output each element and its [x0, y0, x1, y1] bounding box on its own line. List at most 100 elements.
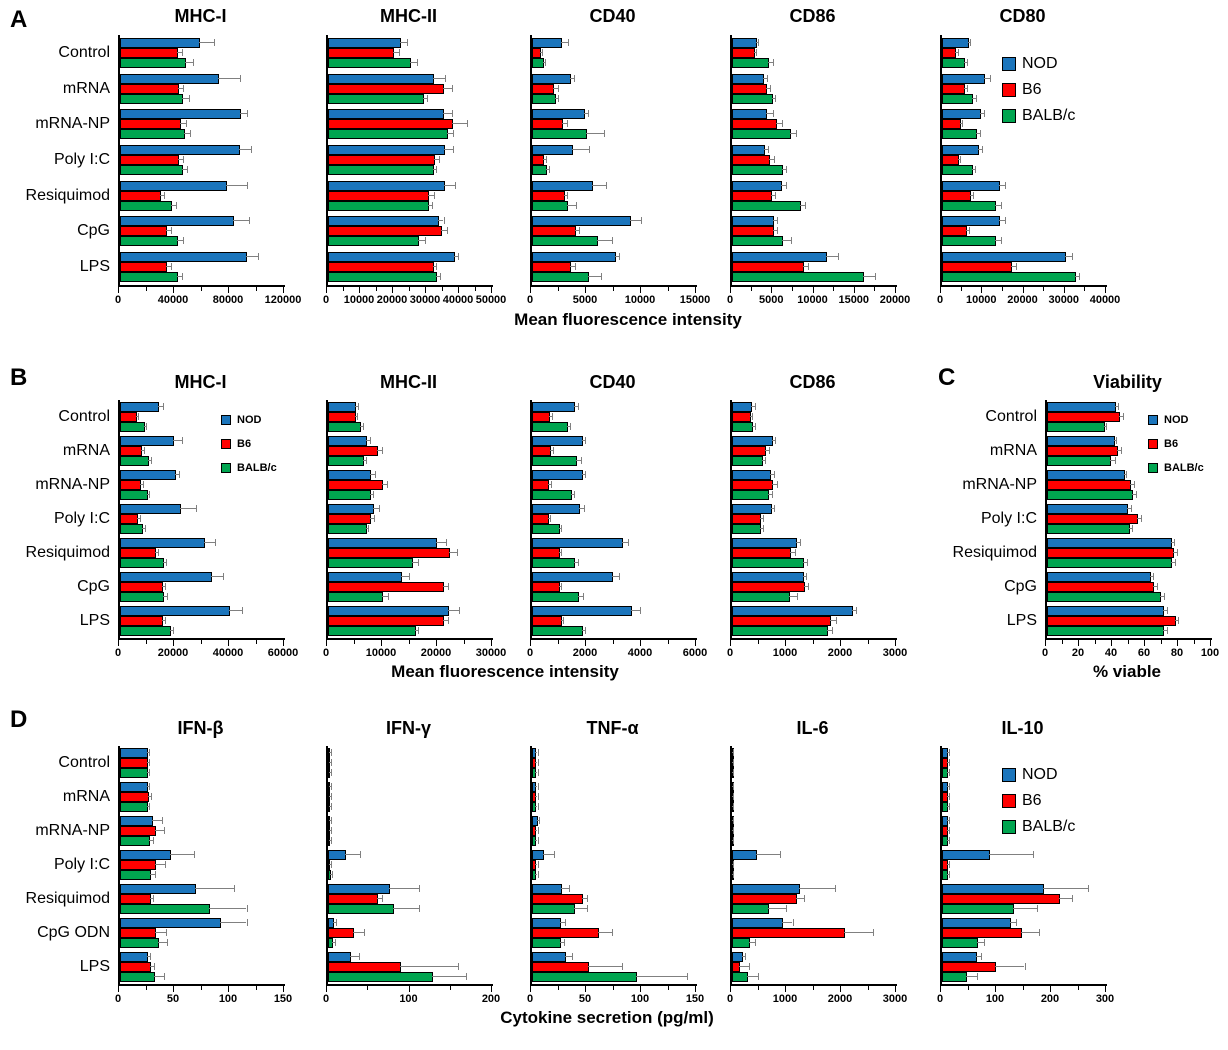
chart-title-CD86: CD86: [789, 372, 836, 392]
bar-NOD: [1047, 470, 1125, 480]
legend: NOD B6 BALB/c: [1002, 51, 1075, 129]
bar-B6: [1047, 548, 1175, 558]
bar-B6: [942, 226, 967, 237]
error-bar-cap: [982, 146, 983, 153]
bar-BALB/c: [328, 272, 437, 283]
plot-CD40: [530, 400, 697, 640]
bar-NOD: [1047, 538, 1173, 548]
bar-B6: [732, 894, 797, 904]
error-bar: [561, 123, 568, 125]
error-bar-cap: [560, 583, 562, 590]
bar-B6: [328, 226, 442, 237]
error-bar-cap: [365, 457, 367, 464]
bar-NOD: [120, 470, 177, 480]
bar-B6: [1047, 446, 1118, 456]
x-minor-tick: [812, 640, 814, 644]
plot-TNF-α: [530, 746, 697, 986]
x-minor-tick: [1084, 287, 1086, 291]
error-bar-cap: [357, 413, 359, 420]
bar-BALB/c: [120, 558, 164, 568]
error-bar: [749, 416, 753, 417]
chart-title-IFN-γ: IFN-γ: [386, 718, 431, 738]
category-label: CpG: [77, 578, 110, 595]
error-bar-cap: [774, 156, 776, 163]
error-bar: [571, 149, 590, 150]
chart-title-MHC-I: MHC-I: [174, 6, 227, 26]
bar-BALB/c: [1047, 524, 1130, 534]
bar-BALB/c: [732, 422, 754, 432]
error-bar-cap: [148, 803, 150, 810]
error-bar: [154, 552, 159, 553]
error-bar-cap: [794, 549, 796, 556]
bar-NOD: [328, 538, 437, 548]
bar-NOD: [120, 73, 219, 84]
error-bar: [146, 806, 149, 807]
bar-B6: [532, 792, 537, 802]
error-bar-cap: [466, 120, 468, 128]
bar-B6: [532, 928, 600, 938]
chart-title-IL-10: IL-10: [1001, 718, 1044, 738]
error-bar-cap: [364, 929, 366, 936]
error-bar-cap: [754, 403, 756, 410]
bar-BALB/c: [532, 904, 575, 914]
bar-B6: [732, 548, 792, 558]
error-bar-cap: [183, 237, 185, 245]
bar-NOD: [120, 952, 148, 962]
error-bar-cap: [164, 827, 165, 834]
error-bar: [448, 610, 459, 611]
x-minor-tick: [667, 986, 669, 990]
bar-BALB/c: [328, 236, 419, 247]
category-label: Poly I:C: [53, 856, 110, 873]
bar-B6: [532, 83, 554, 94]
error-bar-cap: [331, 749, 333, 756]
error-bar: [539, 51, 543, 53]
bar-B6: [942, 758, 948, 768]
error-bar: [965, 230, 969, 232]
x-tick: [585, 287, 586, 293]
error-bar: [798, 888, 835, 889]
error-bar-cap: [387, 593, 389, 600]
error-bar-cap: [1033, 851, 1035, 858]
error-bar: [393, 51, 399, 53]
error-bar-cap: [458, 963, 460, 970]
error-bar-cap: [181, 48, 183, 56]
bar-B6: [942, 47, 957, 58]
x-minor-tick: [408, 640, 410, 644]
bar-NOD: [732, 73, 765, 84]
category-label: mRNA-NP: [35, 822, 110, 839]
bar-B6: [328, 47, 394, 58]
bar-B6: [328, 758, 331, 768]
error-bar-cap: [537, 803, 539, 810]
x-tick: [326, 287, 327, 293]
error-bar: [802, 576, 807, 577]
bar-B6: [1047, 480, 1132, 490]
x-tick-label: 40000: [157, 294, 189, 306]
error-bar-cap: [458, 253, 460, 261]
error-bar-cap: [242, 607, 244, 614]
bar-NOD: [942, 850, 991, 860]
error-bar-cap: [1072, 895, 1074, 902]
plot-IFN-γ: [326, 746, 493, 986]
error-bar: [946, 762, 949, 763]
bar-BALB/c: [732, 904, 770, 914]
error-bar-cap: [1005, 217, 1007, 225]
error-bar: [442, 586, 449, 587]
bar-B6: [732, 47, 756, 58]
error-bar-cap: [234, 885, 236, 892]
bar-BALB/c: [120, 93, 184, 104]
error-bar: [452, 123, 467, 125]
bar-B6: [532, 826, 537, 836]
error-bar: [749, 942, 755, 943]
error-bar-cap: [332, 871, 334, 878]
error-bar-cap: [537, 827, 539, 834]
error-bar: [543, 159, 547, 160]
error-bar-cap: [948, 861, 950, 868]
bar-BALB/c: [120, 272, 178, 283]
error-bar: [955, 51, 958, 53]
error-bar-cap: [576, 201, 577, 209]
error-bar: [152, 820, 162, 821]
error-bar: [946, 796, 949, 797]
error-bar-cap: [775, 94, 777, 102]
error-bar-cap: [142, 481, 144, 488]
error-bar: [535, 772, 538, 773]
